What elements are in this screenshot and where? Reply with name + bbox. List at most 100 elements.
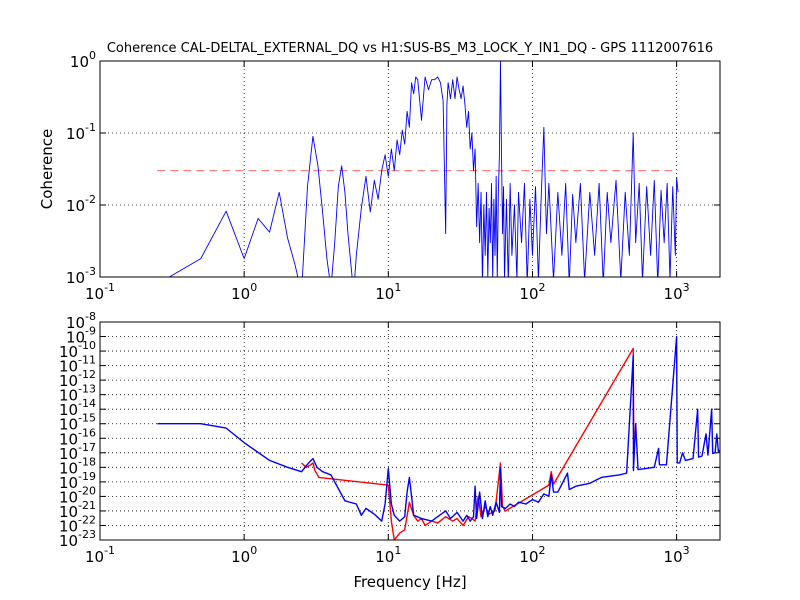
x-tick-label: 101 bbox=[375, 281, 401, 303]
x-tick-label: 103 bbox=[664, 281, 690, 303]
y-tick-label-base: 10 bbox=[59, 445, 78, 463]
y-tick-label: 10-3 bbox=[66, 265, 96, 287]
y-tick-label-base: 10 bbox=[59, 474, 78, 492]
x-tick-label: 10-1 bbox=[85, 544, 115, 566]
y-tick-label: 10-10 bbox=[59, 339, 96, 361]
y-tick-label-exponent: -19 bbox=[78, 470, 96, 483]
y-tick-label-exponent: -9 bbox=[85, 325, 96, 338]
coherence-series-line bbox=[168, 61, 679, 277]
y-tick-label: 10-12 bbox=[59, 368, 96, 390]
y-tick-label-base: 10 bbox=[66, 269, 85, 287]
x-tick-label-base: 10 bbox=[519, 285, 538, 303]
y-tick-label-base: 10 bbox=[66, 197, 85, 215]
plot-frame bbox=[99, 60, 721, 278]
y-tick-label: 10-14 bbox=[59, 397, 96, 419]
x-tick-label-exponent: 0 bbox=[250, 544, 257, 557]
y-tick-label-base: 10 bbox=[59, 430, 78, 448]
x-tick-label-base: 10 bbox=[664, 548, 683, 566]
spectrum-panel: 10-1 100 101 102 10310-2310-2210-2110-2010-1… bbox=[59, 310, 721, 566]
x-tick-label: 100 bbox=[231, 281, 257, 303]
y-tick-label-exponent: -11 bbox=[78, 354, 96, 367]
x-tick-label: 101 bbox=[375, 544, 401, 566]
y-tick-label: 10-1 bbox=[66, 121, 96, 143]
y-tick-label-exponent: -13 bbox=[78, 383, 96, 396]
x-tick-label: 103 bbox=[664, 544, 690, 566]
y-tick-label-exponent: -20 bbox=[78, 484, 96, 497]
y-tick-label-base: 10 bbox=[66, 125, 85, 143]
y-tick-label-exponent: -17 bbox=[78, 441, 96, 454]
y-tick-label: 10-18 bbox=[59, 455, 96, 477]
y-tick-label-base: 10 bbox=[59, 358, 78, 376]
y-tick-label: 10-11 bbox=[59, 354, 96, 376]
y-tick-label: 10-19 bbox=[59, 470, 96, 492]
y-tick-label: 10-2 bbox=[66, 193, 96, 215]
y-tick-label-base: 10 bbox=[66, 314, 85, 332]
y-tick-label: 10-15 bbox=[59, 412, 96, 434]
y-tick-label-base: 10 bbox=[59, 532, 78, 550]
y-tick-label-exponent: -18 bbox=[78, 455, 96, 468]
x-tick-label-exponent: -1 bbox=[104, 544, 115, 557]
x-tick-label-base: 10 bbox=[231, 285, 250, 303]
x-tick-label-base: 10 bbox=[375, 285, 394, 303]
spectrum-series-line-1 bbox=[157, 335, 720, 522]
x-tick-label-base: 10 bbox=[85, 285, 104, 303]
y-tick-label-base: 10 bbox=[59, 503, 78, 521]
x-tick-label-exponent: -1 bbox=[104, 281, 115, 294]
x-tick-label-exponent: 3 bbox=[683, 544, 690, 557]
y-tick-label-base: 10 bbox=[59, 459, 78, 477]
spectrum-series-line-0 bbox=[301, 347, 635, 540]
y-tick-label-exponent: -12 bbox=[78, 368, 96, 381]
y-tick-label-exponent: -1 bbox=[85, 121, 96, 134]
x-tick-label-base: 10 bbox=[375, 548, 394, 566]
y-tick-label: 10-13 bbox=[59, 383, 96, 405]
y-tick-label-base: 10 bbox=[59, 488, 78, 506]
y-tick-label-base: 10 bbox=[70, 53, 89, 71]
x-tick-label-base: 10 bbox=[231, 548, 250, 566]
frequency-x-axis-label: Frequency [Hz] bbox=[353, 573, 466, 591]
x-tick-label-exponent: 2 bbox=[539, 281, 546, 294]
x-tick-label-base: 10 bbox=[664, 285, 683, 303]
grid-lines bbox=[100, 322, 720, 540]
y-tick-label: 10-17 bbox=[59, 441, 96, 463]
x-tick-label: 102 bbox=[519, 281, 545, 303]
y-tick-label-base: 10 bbox=[59, 517, 78, 535]
y-tick-label: 100 bbox=[70, 49, 96, 71]
y-tick-label-exponent: 0 bbox=[89, 49, 96, 62]
y-tick-label-base: 10 bbox=[59, 343, 78, 361]
x-tick-label: 102 bbox=[519, 544, 545, 566]
grid-lines bbox=[100, 61, 720, 277]
y-tick-label: 10-8 bbox=[66, 310, 96, 332]
plot-frame bbox=[99, 321, 721, 541]
x-tick-label-base: 10 bbox=[85, 548, 104, 566]
x-tick-label-exponent: 3 bbox=[683, 281, 690, 294]
y-tick-label-exponent: -8 bbox=[85, 310, 96, 323]
y-tick-label-exponent: -23 bbox=[78, 528, 96, 541]
y-tick-label-exponent: -16 bbox=[78, 426, 96, 439]
y-tick-label-exponent: -2 bbox=[85, 193, 96, 206]
y-tick-label-exponent: -10 bbox=[78, 339, 96, 352]
y-tick-label-base: 10 bbox=[59, 387, 78, 405]
y-tick-label: 10-16 bbox=[59, 426, 96, 448]
y-tick-label: 10-22 bbox=[59, 513, 96, 535]
coherence-y-axis-label: Coherence bbox=[38, 129, 56, 209]
y-tick-label-base: 10 bbox=[66, 329, 85, 347]
y-tick-label-base: 10 bbox=[59, 401, 78, 419]
y-tick-label-exponent: -21 bbox=[78, 499, 96, 512]
y-tick-label-exponent: -22 bbox=[78, 513, 96, 526]
y-tick-label-exponent: -14 bbox=[78, 397, 96, 410]
x-tick-label-exponent: 1 bbox=[394, 544, 401, 557]
chart-title: Coherence CAL-DELTAL_EXTERNAL_DQ vs H1:S… bbox=[107, 41, 713, 56]
y-tick-label: 10-20 bbox=[59, 484, 96, 506]
x-tick-label: 100 bbox=[231, 544, 257, 566]
x-tick-label-exponent: 2 bbox=[539, 544, 546, 557]
x-tick-label-exponent: 0 bbox=[250, 281, 257, 294]
y-tick-label: 10-9 bbox=[66, 325, 96, 347]
y-tick-label-base: 10 bbox=[59, 416, 78, 434]
y-tick-label-base: 10 bbox=[59, 372, 78, 390]
x-tick-label: 10-1 bbox=[85, 281, 115, 303]
y-tick-label: 10-21 bbox=[59, 499, 96, 521]
y-tick-label-exponent: -15 bbox=[78, 412, 96, 425]
